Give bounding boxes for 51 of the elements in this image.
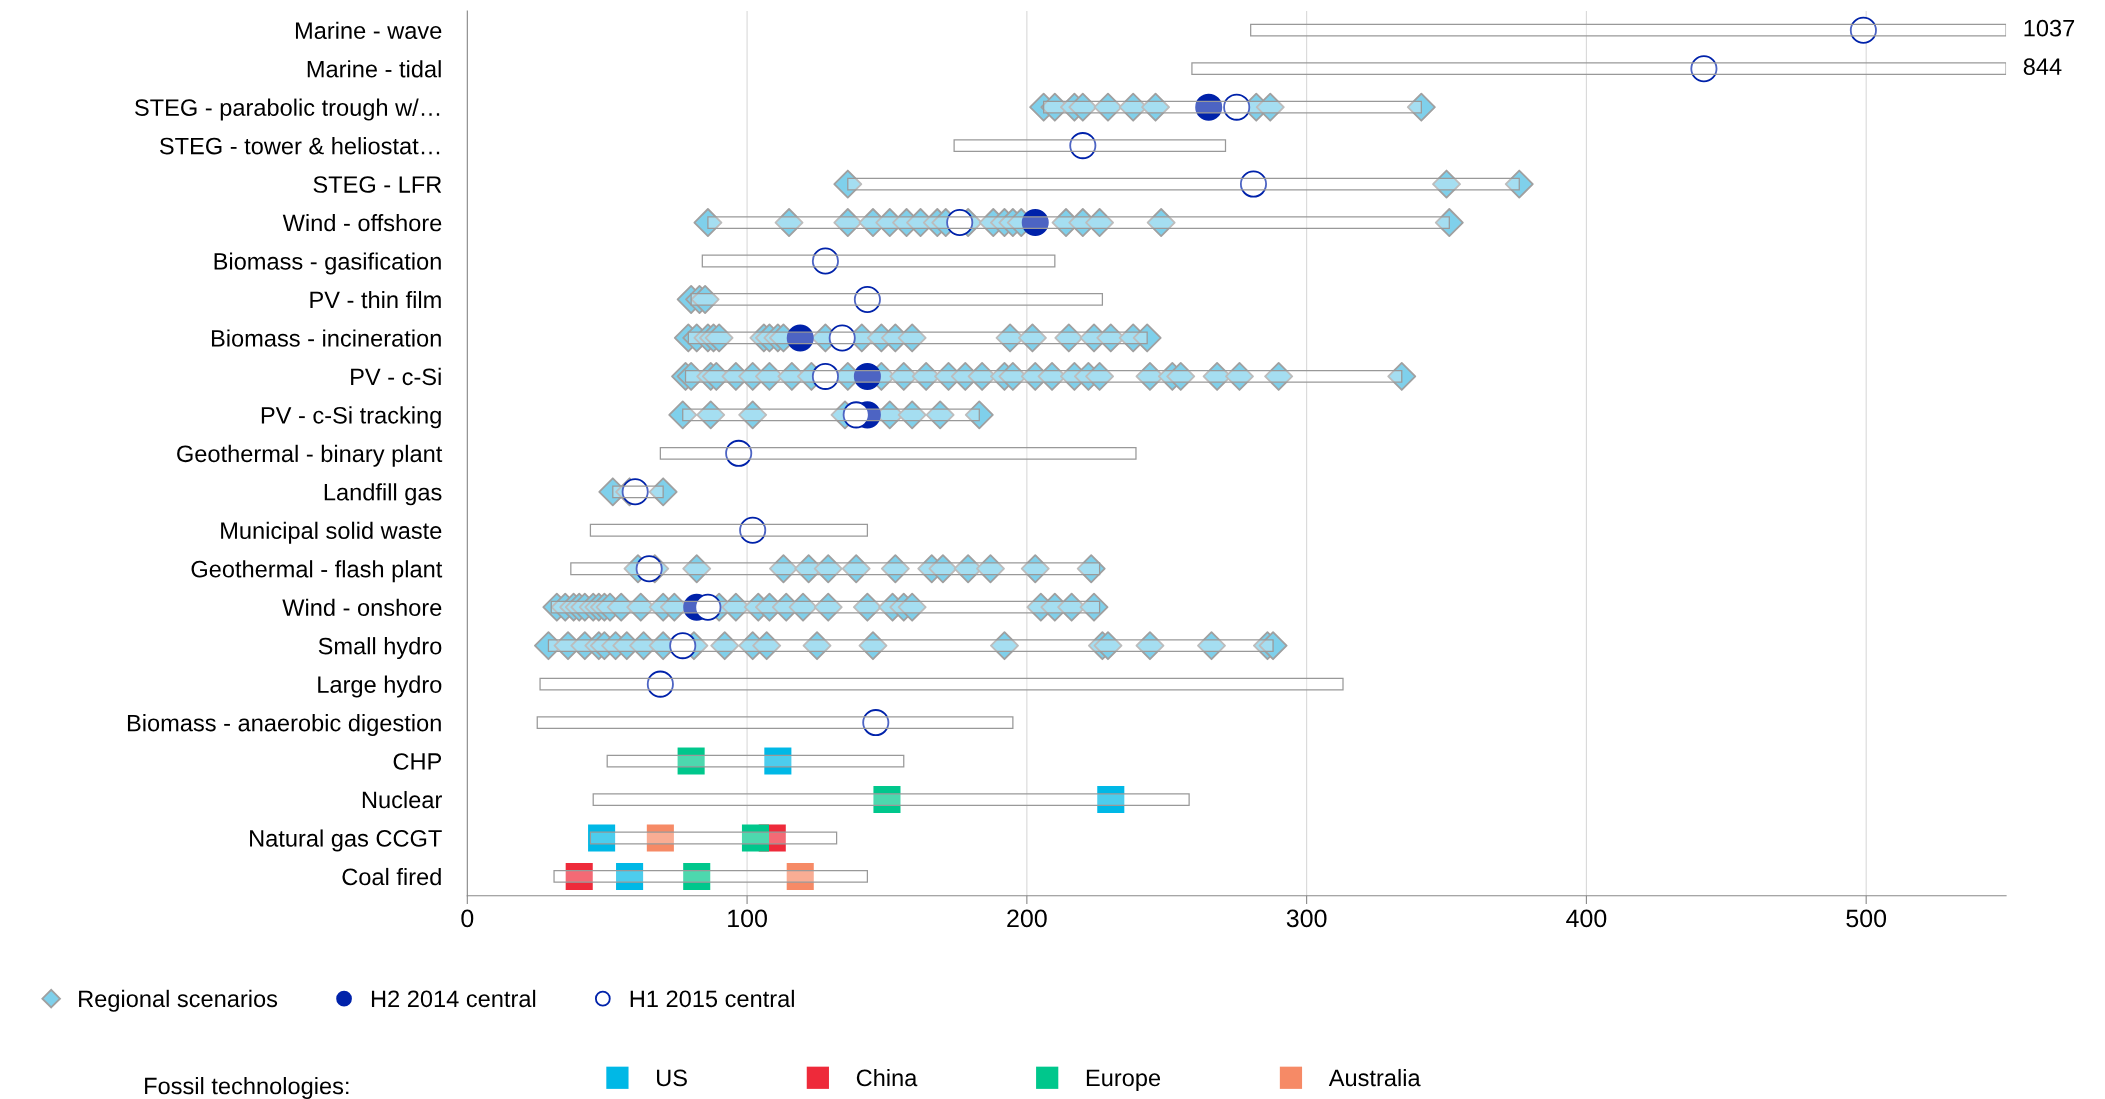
x-tick-label: 0 — [461, 909, 474, 928]
legend-label: Australia — [1328, 1068, 1421, 1087]
y-tick-label: Biomass - anaerobic digestion — [127, 714, 441, 737]
bar — [953, 139, 1227, 153]
bar — [606, 754, 905, 768]
y-tick-label: Marine - tidal — [307, 60, 441, 78]
y-tick-label: Wind - onshore — [282, 598, 442, 616]
y-tick-label: Small hydro — [318, 637, 442, 660]
y-tick-label: STEG - LFR — [313, 176, 442, 193]
legend-label: Regional scenarios — [79, 989, 278, 1012]
legend-label: H2 2014 central — [371, 989, 536, 1008]
x-tick-label: 300 — [1286, 909, 1327, 928]
x-tick-label: 400 — [1566, 909, 1607, 928]
y-tick-label: Landfill gas — [324, 483, 442, 506]
y-tick-label: Municipal solid waste — [221, 521, 442, 544]
annotation: 1037 — [2024, 19, 2075, 37]
y-tick-label: Marine - wave — [295, 21, 442, 40]
bar — [592, 793, 1190, 806]
x-tick-label: 100 — [728, 909, 767, 928]
bar — [659, 446, 1137, 460]
y-tick-label: PV - thin film — [310, 290, 441, 309]
legend-label: China — [856, 1068, 918, 1087]
bar — [1250, 23, 2007, 37]
y-tick-label: STEG - parabolic trough w/… — [135, 98, 440, 121]
annotation: 844 — [2023, 58, 2062, 76]
bar — [536, 716, 1014, 729]
bar — [701, 254, 1056, 268]
bar — [553, 870, 869, 883]
y-tick-label: Biomass - gasification — [214, 252, 441, 275]
y-tick-label: Geothermal - binary plant — [177, 444, 443, 467]
y-tick-label: PV - c-Si — [351, 367, 441, 386]
y-tick-label: CHP — [393, 753, 442, 770]
y-tick-label: Nuclear — [362, 790, 442, 809]
bar — [539, 677, 1344, 691]
y-tick-label: Coal fired — [342, 867, 441, 886]
x-tick-label: 200 — [1007, 909, 1047, 928]
y-tick-label: Large hydro — [318, 675, 442, 698]
y-tick-label: Biomass - incineration — [211, 329, 441, 347]
legend-label: US — [657, 1069, 687, 1087]
bar — [589, 523, 869, 537]
legend-label: Europe — [1086, 1069, 1161, 1091]
y-tick-label: Wind - offshore — [282, 213, 442, 232]
legend-title: Fossil technologies: — [145, 1076, 349, 1099]
x-tick-label: 500 — [1846, 909, 1887, 928]
y-tick-label: Geothermal - flash plant — [191, 560, 443, 583]
bar — [1191, 62, 2007, 76]
y-tick-label: STEG - tower & heliostat… — [159, 137, 440, 155]
y-tick-label: Natural gas CCGT — [250, 829, 442, 852]
legend-label: H1 2015 central — [630, 989, 794, 1008]
bar — [589, 831, 838, 845]
y-tick-label: PV - c-Si tracking — [261, 406, 441, 429]
